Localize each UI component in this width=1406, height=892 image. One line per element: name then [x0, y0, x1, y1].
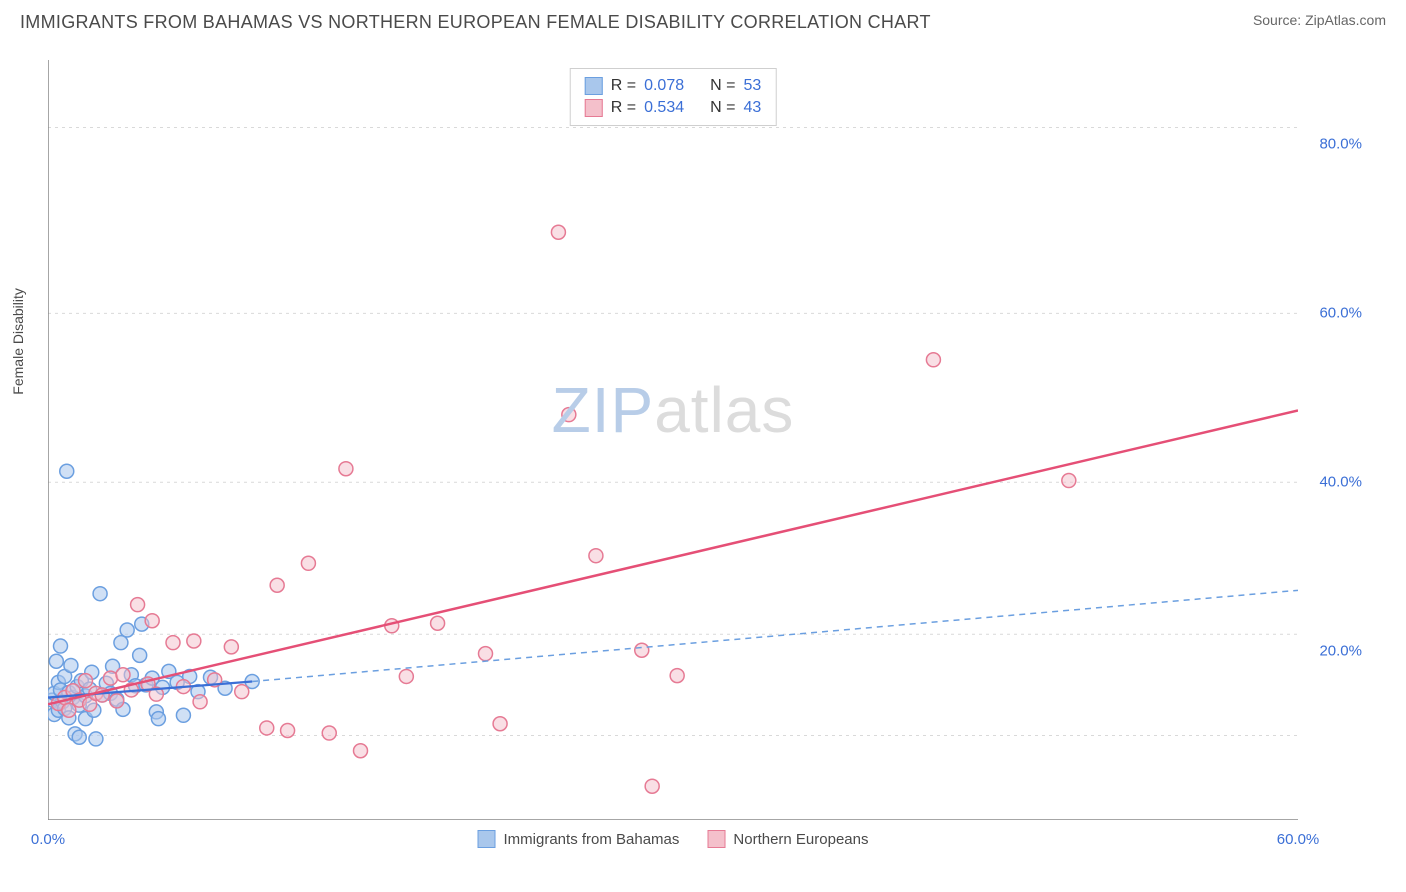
swatch-northern: [585, 99, 603, 117]
bottom-legend: Immigrants from Bahamas Northern Europea…: [478, 830, 869, 848]
bottom-legend-northern: Northern Europeans: [707, 830, 868, 848]
swatch-northern-bottom: [707, 830, 725, 848]
scatter-plot: [48, 60, 1298, 820]
legend-row-northern: R = 0.534 N = 43: [585, 97, 762, 119]
chart-header: IMMIGRANTS FROM BAHAMAS VS NORTHERN EURO…: [0, 0, 1406, 41]
chart-title: IMMIGRANTS FROM BAHAMAS VS NORTHERN EURO…: [20, 12, 931, 33]
y-tick-label: 40.0%: [1319, 474, 1362, 491]
chart-area: Female Disability ZIPatlas R = 0.078 N =…: [48, 60, 1298, 820]
y-axis-label: Female Disability: [10, 288, 26, 395]
y-tick-label: 80.0%: [1319, 136, 1362, 153]
legend-row-bahamas: R = 0.078 N = 53: [585, 75, 762, 97]
y-tick-label: 60.0%: [1319, 305, 1362, 322]
correlation-legend: R = 0.078 N = 53 R = 0.534 N = 43: [570, 68, 777, 126]
bottom-legend-bahamas: Immigrants from Bahamas: [478, 830, 680, 848]
swatch-bahamas-bottom: [478, 830, 496, 848]
x-tick-label: 0.0%: [31, 831, 65, 848]
chart-source: Source: ZipAtlas.com: [1253, 12, 1386, 28]
x-tick-label: 60.0%: [1277, 831, 1320, 848]
y-tick-label: 20.0%: [1319, 643, 1362, 660]
swatch-bahamas: [585, 77, 603, 95]
